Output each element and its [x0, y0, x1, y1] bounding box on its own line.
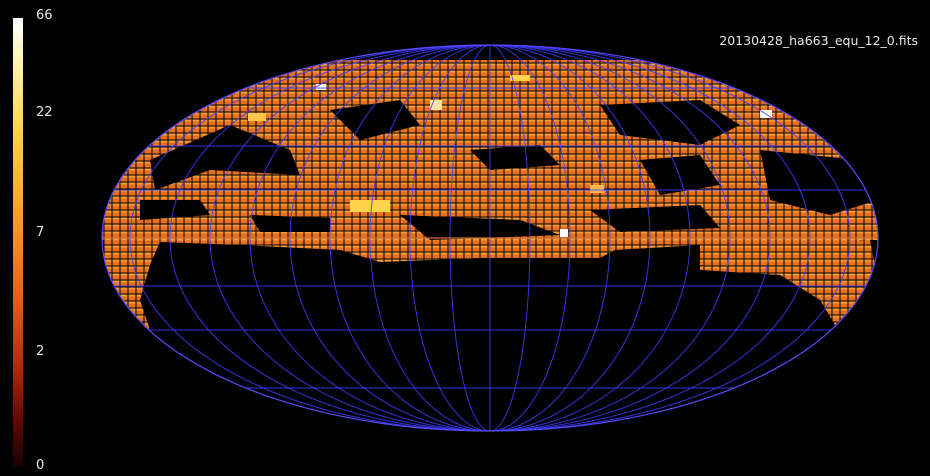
map-outline — [101, 44, 879, 432]
colorbar-tick-min: 0 — [36, 458, 45, 473]
coverage-gaps — [140, 100, 878, 240]
coverage-south-west — [104, 240, 160, 330]
colorbar-tick-max: 66 — [36, 8, 53, 23]
file-name-label: 20130428_ha663_equ_12_0.fits — [719, 33, 918, 48]
colorbar-tick-3: 7 — [36, 225, 45, 240]
colorbar — [13, 18, 23, 466]
colorbar-tick-4: 2 — [36, 344, 45, 359]
colorbar-tick-2: 22 — [36, 105, 53, 120]
coverage-south-east — [700, 240, 876, 325]
